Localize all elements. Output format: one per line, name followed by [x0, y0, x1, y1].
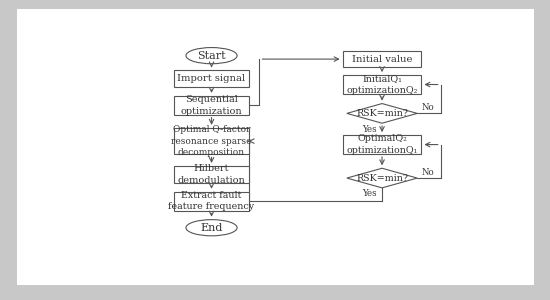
Text: Hilbert
demodulation: Hilbert demodulation — [178, 164, 245, 185]
Text: RSK=min?: RSK=min? — [356, 174, 408, 183]
Text: Import signal: Import signal — [178, 74, 246, 83]
Text: OptimalQ₂
optimizationQ₁: OptimalQ₂ optimizationQ₁ — [346, 134, 418, 155]
Ellipse shape — [186, 47, 237, 64]
Text: Yes: Yes — [362, 125, 377, 134]
Text: InitialQ₁
optimizationQ₂: InitialQ₁ optimizationQ₂ — [346, 74, 418, 95]
FancyBboxPatch shape — [174, 166, 249, 183]
FancyBboxPatch shape — [343, 135, 421, 154]
FancyBboxPatch shape — [343, 75, 421, 94]
Ellipse shape — [186, 220, 237, 236]
Text: Start: Start — [197, 51, 226, 61]
Text: Initial value: Initial value — [352, 55, 412, 64]
Text: Sequential
optimization: Sequential optimization — [181, 95, 243, 116]
Text: End: End — [200, 223, 223, 233]
Text: Yes: Yes — [362, 189, 377, 198]
FancyBboxPatch shape — [174, 96, 249, 115]
Text: No: No — [421, 103, 434, 112]
FancyBboxPatch shape — [343, 51, 421, 67]
FancyBboxPatch shape — [174, 192, 249, 211]
FancyBboxPatch shape — [174, 128, 249, 154]
Polygon shape — [347, 168, 417, 188]
Text: RSK=min?: RSK=min? — [356, 109, 408, 118]
Text: Extract fault
feature frequency: Extract fault feature frequency — [168, 191, 255, 212]
Text: Optimal Q-factor
resonance sparse
decomposition: Optimal Q-factor resonance sparse decomp… — [171, 125, 252, 157]
FancyBboxPatch shape — [174, 70, 249, 87]
Text: No: No — [421, 168, 434, 177]
Polygon shape — [347, 103, 417, 123]
